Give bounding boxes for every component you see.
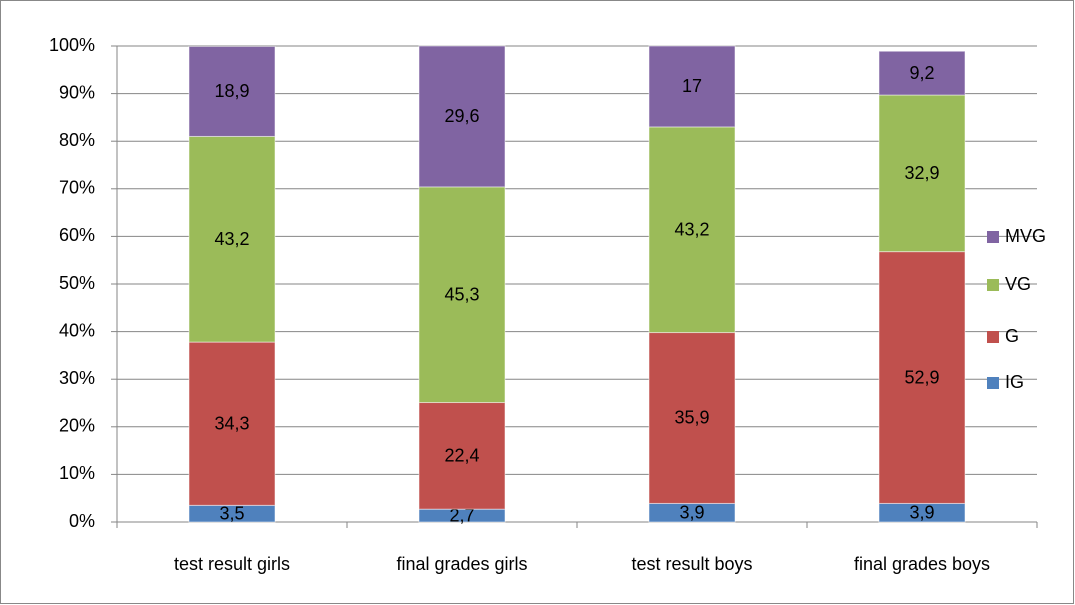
legend-label: G	[1005, 326, 1019, 346]
y-tick-label: 0%	[69, 511, 95, 531]
bar-segment	[878, 251, 966, 504]
x-tick-label: final grades boys	[854, 554, 990, 574]
bar-segment	[418, 402, 506, 510]
data-label: 17	[682, 76, 702, 96]
y-tick-label: 90%	[59, 82, 95, 102]
data-label: 3,5	[219, 503, 244, 523]
bar-segment	[648, 45, 736, 128]
legend-label: IG	[1005, 372, 1024, 392]
data-label: 32,9	[904, 163, 939, 183]
y-tick-label: 10%	[59, 463, 95, 483]
data-label: 29,6	[444, 106, 479, 126]
legend-label: VG	[1005, 274, 1031, 294]
data-label: 43,2	[674, 219, 709, 239]
x-tick-label: test result girls	[174, 554, 290, 574]
legend-label: MVG	[1005, 226, 1046, 246]
data-label: 3,9	[679, 502, 704, 522]
bar-segment	[418, 186, 506, 404]
y-tick-label: 60%	[59, 225, 95, 245]
bar-segment	[648, 332, 736, 504]
y-tick-label: 50%	[59, 273, 95, 293]
data-label: 45,3	[444, 284, 479, 304]
bar-segment	[188, 135, 276, 343]
data-label: 18,9	[214, 81, 249, 101]
y-tick-label: 30%	[59, 368, 95, 388]
bar-segment	[878, 50, 966, 96]
legend-marker	[987, 377, 999, 389]
bar-segment	[418, 45, 506, 188]
data-label: 3,9	[909, 502, 934, 522]
legend-marker	[987, 331, 999, 343]
y-tick-label: 100%	[49, 35, 95, 55]
data-label: 2,7	[449, 505, 474, 525]
data-label: 35,9	[674, 408, 709, 428]
x-tick-label: test result boys	[631, 554, 752, 574]
y-tick-label: 70%	[59, 178, 95, 198]
y-tick-label: 80%	[59, 130, 95, 150]
y-tick-label: 20%	[59, 416, 95, 436]
bar-segment	[878, 94, 966, 253]
legend-marker	[987, 231, 999, 243]
bar-segment	[188, 341, 276, 506]
data-label: 52,9	[904, 367, 939, 387]
x-tick-label: final grades girls	[396, 554, 527, 574]
y-tick-label: 40%	[59, 320, 95, 340]
legend-marker	[987, 279, 999, 291]
data-label: 34,3	[214, 413, 249, 433]
data-label: 22,4	[444, 446, 479, 466]
data-label: 43,2	[214, 229, 249, 249]
bar-segment	[188, 45, 276, 137]
data-label: 9,2	[909, 63, 934, 83]
bar-segment	[648, 126, 736, 334]
